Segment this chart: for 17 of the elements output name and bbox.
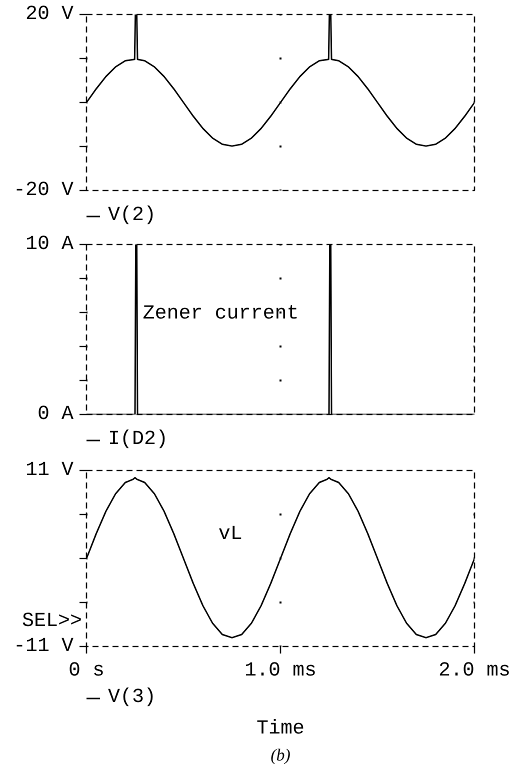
- x-tick-label: 0 s: [68, 660, 105, 682]
- annotation: Zener current: [142, 302, 299, 326]
- x-tick-label: 2.0 ms: [438, 660, 511, 682]
- legend-label: V(3): [108, 686, 156, 709]
- legend-label: I(D2): [108, 428, 168, 451]
- y-tick-label: 20 V: [25, 3, 74, 26]
- text: SEL>>: [20, 610, 82, 634]
- legend-label: V(2): [108, 204, 156, 227]
- y-tick-label: -20 V: [13, 179, 74, 202]
- y-tick-label: 10 A: [25, 233, 74, 256]
- x-tick-label: 1.0 ms: [244, 660, 317, 682]
- y-tick-label: 11 V: [25, 459, 74, 482]
- x-axis-title: Time: [256, 718, 305, 740]
- annotation: vL: [218, 523, 242, 546]
- y-tick-label: -11 V: [13, 635, 74, 658]
- text: (b): [270, 746, 291, 764]
- y-tick-label: 0 A: [37, 403, 74, 426]
